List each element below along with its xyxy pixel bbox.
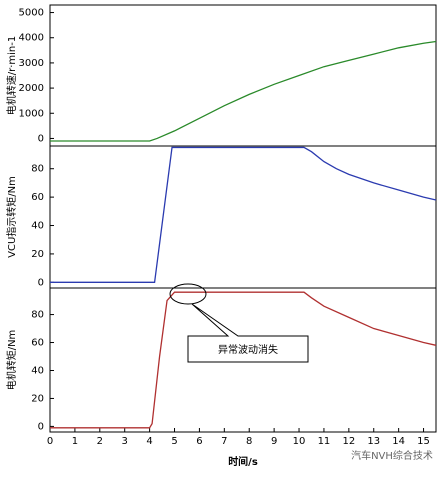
x-tick-label: 3	[122, 436, 128, 447]
x-tick-label: 15	[417, 436, 430, 447]
highlight-ellipse	[169, 283, 207, 305]
y-tick-label: 0	[38, 133, 44, 144]
x-tick-label: 6	[196, 436, 202, 447]
x-tick-label: 14	[392, 436, 405, 447]
x-tick-label: 12	[342, 436, 355, 447]
data-line	[50, 146, 437, 283]
y-tick-label: 80	[31, 164, 44, 175]
plot-frame	[49, 145, 437, 289]
y-axis-label: 电机转速/r·min-1	[5, 36, 18, 116]
y-tick-label: 0	[38, 277, 44, 288]
y-tick-label: 40	[31, 365, 44, 376]
x-tick-label: 9	[271, 436, 277, 447]
y-tick-label: 20	[31, 249, 44, 260]
x-tick-label: 0	[47, 436, 53, 447]
data-line	[50, 40, 437, 142]
y-axis-label: VCU指示转矩/Nm	[5, 176, 18, 258]
y-axis-label: 电机转矩/Nm	[5, 330, 18, 391]
y-tick-label: 1000	[19, 108, 44, 119]
y-tick-label: 40	[31, 221, 44, 232]
y-tick-label: 5000	[19, 8, 44, 19]
y-tick-label: 3000	[19, 58, 44, 69]
x-tick-label: 4	[146, 436, 152, 447]
plot-frame	[49, 287, 437, 433]
x-tick-label: 5	[171, 436, 177, 447]
y-tick-label: 4000	[19, 33, 44, 44]
x-tick-label: 10	[293, 436, 306, 447]
watermark: 汽车NVH综合技术	[351, 449, 433, 462]
x-tick-label: 2	[97, 436, 103, 447]
data-line	[50, 291, 437, 429]
x-axis-label: 时间/s	[228, 455, 258, 468]
y-tick-label: 0	[38, 421, 44, 432]
y-tick-label: 80	[31, 310, 44, 321]
y-tick-label: 60	[31, 338, 44, 349]
y-tick-label: 60	[31, 192, 44, 203]
x-tick-label: 13	[367, 436, 380, 447]
x-tick-label: 7	[221, 436, 227, 447]
x-tick-label: 8	[246, 436, 252, 447]
x-tick-label: 11	[318, 436, 331, 447]
y-tick-label: 20	[31, 393, 44, 404]
plot-frame	[49, 4, 437, 147]
y-tick-label: 2000	[19, 83, 44, 94]
callout	[187, 303, 309, 363]
x-tick-label: 1	[72, 436, 78, 447]
annotation: 异常波动消失	[218, 343, 278, 356]
